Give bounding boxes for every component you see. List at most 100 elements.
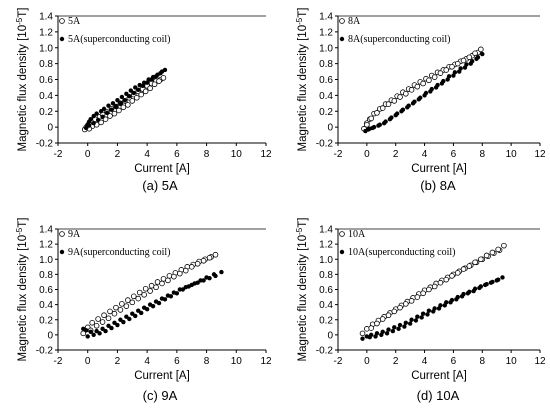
data-point [423, 90, 429, 96]
data-point [107, 308, 113, 315]
data-point [211, 272, 217, 277]
data-point [104, 110, 110, 116]
data-point [116, 107, 122, 114]
data-point [106, 103, 111, 108]
x-axis-label: Current [A] [134, 163, 190, 175]
y-tick-label: 0 [47, 330, 53, 341]
data-point [406, 103, 411, 108]
data-point [495, 246, 501, 253]
data-point [147, 288, 153, 294]
data-point [200, 257, 207, 264]
legend-label: 9A [68, 229, 81, 240]
legend-label: 10A [348, 229, 366, 240]
data-point [166, 273, 173, 279]
data-point [385, 101, 392, 107]
data-point [129, 299, 136, 306]
data-point [454, 270, 461, 276]
data-point [119, 301, 125, 307]
data-point [384, 331, 390, 336]
series-2 [360, 275, 505, 341]
x-axis-label: Current [A] [411, 163, 467, 175]
data-point [458, 66, 463, 71]
data-point [360, 336, 365, 341]
panel-4: -2 0 2 4 6 8 10 12 -0.2 0 0.2 0.4 0.6 0.8 1.0 1.2 1.4 Cur… [295, 218, 546, 403]
x-tick-label: 0 [85, 149, 91, 160]
x-tick-label: 10 [231, 149, 243, 160]
data-point [188, 264, 195, 270]
x-tick-label: 10 [506, 149, 518, 160]
data-point [151, 81, 158, 88]
x-tick-label: 8 [480, 149, 486, 160]
data-point [420, 80, 426, 87]
y-tick-label: 0.2 [319, 107, 333, 118]
data-point [118, 317, 123, 322]
y-tick-label: 0 [327, 330, 333, 341]
data-point [436, 306, 442, 311]
x-tick-label: 4 [144, 356, 150, 367]
data-point [94, 328, 99, 334]
data-point [437, 70, 444, 76]
series-2 [81, 269, 224, 339]
panel-3: -2 0 2 4 6 8 10 12 -0.2 0 0.2 0.4 0.6 0.8 1.0 1.2 1.4 Cur… [15, 218, 272, 403]
y-tick-label: 1.2 [39, 27, 53, 38]
data-point [391, 98, 398, 104]
data-point [431, 283, 438, 290]
data-point [359, 330, 366, 337]
data-point [182, 267, 189, 274]
data-point [162, 67, 168, 73]
data-point [180, 287, 185, 292]
data-point [149, 77, 154, 82]
data-point [206, 254, 213, 261]
x-tick-label: 2 [115, 149, 121, 160]
y-tick-label: 0.8 [319, 59, 333, 70]
panel-caption: (a) 5A [142, 178, 178, 193]
data-point [400, 107, 406, 112]
data-point [109, 107, 114, 112]
legend-marker [59, 36, 65, 42]
data-point [385, 312, 392, 319]
data-point [156, 78, 162, 84]
y-tick-label: -0.2 [36, 346, 54, 357]
panel-caption: (d) 10A [417, 388, 460, 403]
y-tick-label: 0.6 [39, 75, 53, 86]
x-tick-label: 6 [174, 149, 180, 160]
data-point [141, 291, 147, 298]
data-point [368, 115, 374, 122]
data-point [165, 277, 171, 284]
data-point [128, 88, 133, 93]
data-point [111, 310, 118, 317]
data-point [121, 319, 126, 325]
data-point [204, 275, 209, 280]
legend-marker [59, 231, 65, 237]
data-point [125, 102, 131, 108]
data-point [140, 83, 145, 89]
data-point [409, 317, 414, 322]
data-point [162, 297, 168, 302]
data-point [131, 90, 136, 96]
data-point [101, 312, 107, 319]
data-point [133, 313, 138, 319]
data-point [150, 303, 156, 309]
x-tick-label: 8 [204, 356, 210, 367]
data-point [412, 99, 417, 104]
x-tick-label: 2 [393, 149, 399, 160]
data-point [124, 314, 129, 319]
data-point [472, 259, 478, 266]
data-point [87, 123, 92, 128]
data-point [367, 126, 372, 131]
data-point [91, 113, 96, 119]
x-axis-label: Current [A] [411, 370, 467, 382]
data-point [408, 298, 415, 304]
data-point [106, 323, 111, 328]
data-point [147, 85, 153, 92]
data-point [113, 104, 119, 109]
data-point [156, 300, 162, 306]
legend-marker [59, 18, 65, 24]
data-point [397, 304, 403, 311]
data-point [403, 320, 409, 325]
x-tick-label: 0 [85, 356, 91, 367]
series-1 [361, 46, 484, 132]
y-tick-label: 0.2 [39, 315, 53, 326]
data-point [127, 316, 132, 322]
